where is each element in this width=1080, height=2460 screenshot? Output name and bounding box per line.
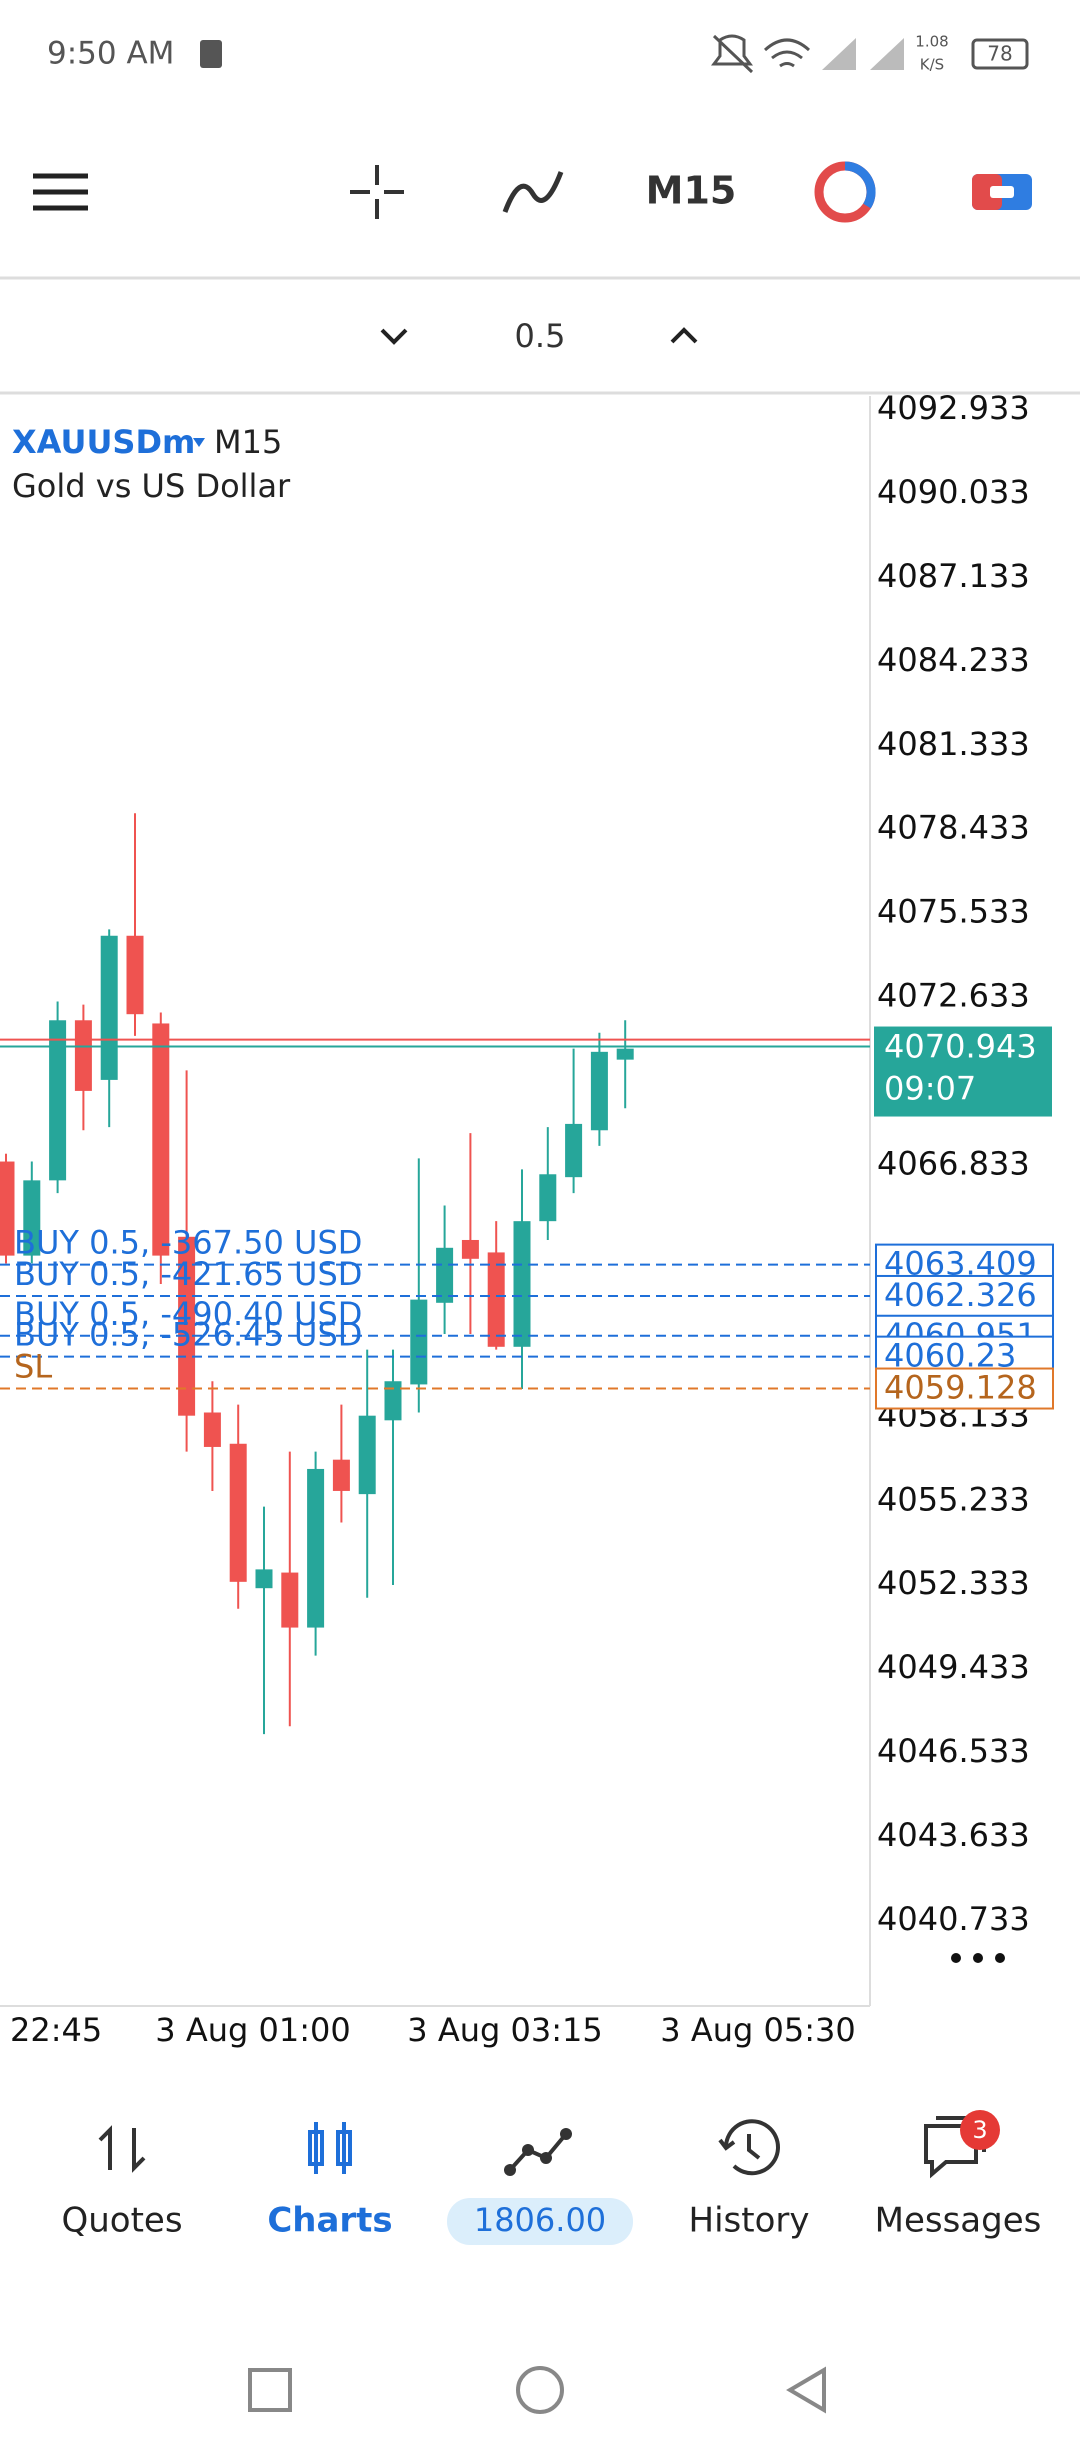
quotes-icon[interactable] [98, 2125, 146, 2173]
price-tick-label: 4092.933 [877, 389, 1030, 427]
one-click-button[interactable] [814, 161, 876, 223]
candle-body [0, 1161, 15, 1256]
balance: 1806.00 [474, 2201, 606, 2239]
price-tick-label: 4072.633 [877, 977, 1030, 1015]
candle-body [565, 1123, 583, 1178]
candle-body [487, 1252, 505, 1347]
recents-button[interactable] [248, 2368, 292, 2412]
position-label[interactable]: BUY 0.5, -367.50 USD [14, 1224, 362, 1262]
price-tick-label: 4075.533 [877, 893, 1030, 931]
price-tick-label: 4078.433 [877, 809, 1030, 847]
candle-body [307, 1468, 325, 1628]
candle-body [229, 1443, 247, 1582]
bid-price-label: 4070.943 [884, 1028, 1037, 1066]
battery [971, 38, 1029, 70]
net-unit: K/S [920, 56, 944, 74]
symbol-description: Gold vs US Dollar [12, 467, 291, 505]
candle-body [178, 1236, 196, 1416]
time-label: 3 Aug 05:30 [660, 2011, 855, 2049]
time-label: 3 Aug 01:00 [155, 2011, 350, 2049]
bid-time-label: 09:07 [884, 1070, 976, 1108]
battery-level: 78 [987, 42, 1012, 66]
price-tick-label: 4081.333 [877, 725, 1030, 763]
lot-up[interactable] [670, 327, 698, 344]
candle-body [436, 1247, 454, 1303]
home-button[interactable] [516, 2366, 564, 2414]
candle-body [590, 1051, 608, 1131]
position-label[interactable]: BUY 0.5, -421.65 USD [14, 1255, 362, 1293]
symbol[interactable]: XAUUSDm [12, 423, 195, 461]
candle-body [539, 1174, 557, 1222]
price-tick-label: 4043.633 [877, 1816, 1030, 1854]
candle-body [152, 1023, 170, 1256]
bid-box [874, 1026, 1052, 1117]
history-icon[interactable] [718, 2119, 780, 2176]
price-tick-label: 4052.333 [877, 1564, 1030, 1602]
lot-value: 0.5 [515, 317, 566, 355]
crosshair-button[interactable] [350, 165, 404, 219]
candle-body [410, 1299, 428, 1385]
signal-icons [822, 38, 904, 70]
nav-label[interactable]: Quotes [61, 2201, 182, 2241]
sl-label[interactable]: SL [14, 1348, 52, 1386]
badge-count: 3 [972, 2116, 987, 2144]
candle-body [49, 1020, 67, 1181]
nav-label[interactable]: Charts [267, 2201, 392, 2241]
symbol-dropdown[interactable] [193, 438, 205, 447]
indicators-button[interactable] [502, 171, 564, 213]
back-button[interactable] [786, 2366, 826, 2414]
price-tick-label: 4046.533 [877, 1732, 1030, 1770]
sl-price: 4059.128 [884, 1369, 1037, 1407]
candle-body [384, 1381, 402, 1421]
lot-down[interactable] [380, 328, 408, 345]
price-tick-label: 4090.033 [877, 473, 1030, 511]
candle-body [203, 1412, 221, 1447]
candle-body [358, 1415, 376, 1495]
charts-icon[interactable] [308, 2122, 352, 2174]
balance-pill[interactable] [447, 2198, 633, 2245]
candle-body [616, 1048, 634, 1060]
net-speed: 1.08 [915, 33, 948, 51]
candle-body [332, 1459, 350, 1491]
status-time: 9:50 AM [47, 36, 174, 72]
candle-body [461, 1239, 479, 1259]
nav-label[interactable]: Messages [875, 2201, 1042, 2241]
menu-button[interactable] [33, 173, 88, 211]
candle-body [255, 1569, 273, 1589]
candle-body [126, 935, 144, 1015]
position-label[interactable]: BUY 0.5, -526.45 USD [14, 1316, 362, 1354]
more-button[interactable] [951, 1953, 1005, 1963]
notification-icon [200, 40, 222, 68]
trade-icon[interactable] [504, 2128, 572, 2176]
price-tick-label: 4066.833 [877, 1145, 1030, 1183]
sl-price-box [875, 1367, 1054, 1410]
price-tick-label: 4084.233 [877, 641, 1030, 679]
position-price-box [875, 1274, 1054, 1317]
timeframe-button[interactable]: M15 [646, 169, 737, 213]
time-label: 22:45 [10, 2011, 102, 2049]
candle-body [23, 1180, 41, 1256]
position-price: 4062.326 [884, 1276, 1037, 1314]
price-tick-label: 4087.133 [877, 557, 1030, 595]
chart-timeframe: M15 [214, 423, 282, 461]
candle-body [100, 935, 118, 1080]
price-tick-label: 4040.733 [877, 1900, 1030, 1938]
time-label: 3 Aug 03:15 [407, 2011, 602, 2049]
trade-button[interactable] [972, 174, 1032, 210]
price-tick-label: 4049.433 [877, 1648, 1030, 1686]
candle-body [281, 1572, 299, 1628]
position-label[interactable]: BUY 0.5, -490.40 USD [14, 1295, 362, 1333]
status-icons [711, 34, 811, 74]
badge [960, 2110, 1000, 2150]
candle-body [74, 1020, 92, 1091]
nav-label[interactable]: History [689, 2201, 810, 2241]
candle-body [513, 1221, 531, 1347]
price-tick-label: 4055.233 [877, 1480, 1030, 1518]
